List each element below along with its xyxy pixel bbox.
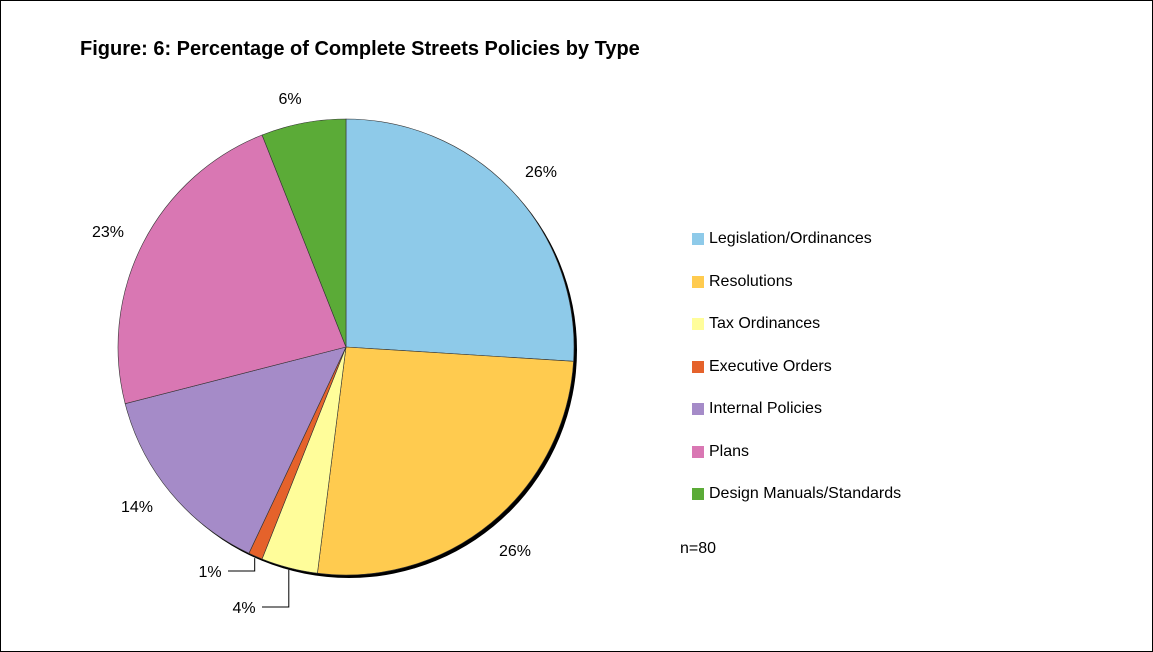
pie-slice-legislation-ordinances xyxy=(345,118,575,362)
pie-slice-resolutions xyxy=(317,346,574,576)
legend-label: Design Manuals/Standards xyxy=(709,485,902,502)
leader-line xyxy=(262,569,290,608)
pie-data-labels: 26% 26% 4% 1% 14% 23% 6% xyxy=(92,91,557,617)
data-label: 6% xyxy=(278,91,301,108)
legend-swatch xyxy=(692,445,704,458)
legend-swatch xyxy=(692,275,704,288)
data-label: 1% xyxy=(198,564,221,581)
data-label: 26% xyxy=(525,164,557,181)
pie-leader-lines xyxy=(228,558,290,608)
legend-label: Resolutions xyxy=(709,272,793,290)
pie-slice-plans xyxy=(117,134,347,405)
chart-title: Figure: 6: Percentage of Complete Street… xyxy=(80,38,640,60)
pie-slice-internal-policies xyxy=(124,346,347,554)
data-label: 14% xyxy=(121,499,153,516)
leader-line xyxy=(228,558,256,572)
pie-slices xyxy=(117,118,575,576)
legend-label: Plans xyxy=(709,442,750,460)
legend-label: Internal Policies xyxy=(709,400,822,417)
data-label: 23% xyxy=(92,224,124,241)
legend-swatch xyxy=(692,403,704,415)
sample-size-note: n=80 xyxy=(680,540,717,557)
legend-label: Tax Ordinances xyxy=(709,315,821,332)
data-label: 4% xyxy=(232,600,255,617)
pie-slice-design-manuals-standards xyxy=(261,118,347,348)
legend-swatch xyxy=(692,360,704,373)
legend-swatch xyxy=(692,233,704,245)
legend-label: Executive Orders xyxy=(709,357,832,375)
legend-label: Legislation/Ordinances xyxy=(709,230,872,247)
data-label: 26% xyxy=(499,543,531,560)
legend-swatch xyxy=(692,318,704,330)
legend-swatch xyxy=(692,488,704,500)
